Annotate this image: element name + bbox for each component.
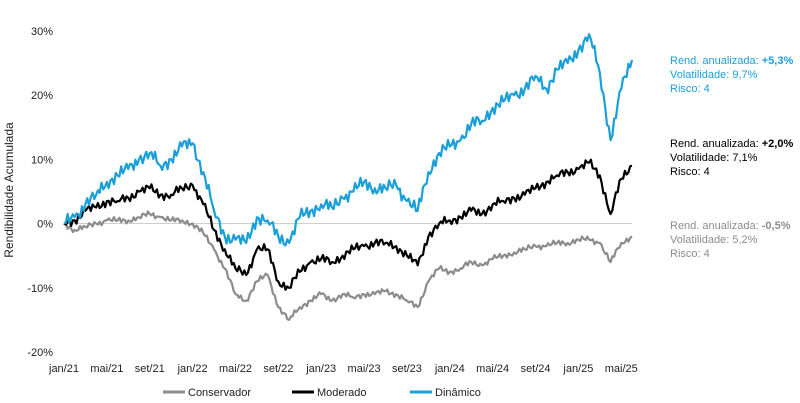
y-tick-label: -10%: [27, 283, 53, 295]
x-tick-label: jan/22: [177, 363, 208, 375]
x-tick-label: jan/23: [305, 363, 336, 375]
legend: Conservador Moderado Dinâmico: [163, 387, 481, 399]
y-tick-label: 0%: [37, 219, 53, 231]
y-tick-label: 30%: [31, 26, 53, 38]
annotation-volatility: Volatilidade: 9,7%: [670, 69, 758, 81]
annotation-volatility: Volatilidade: 5,2%: [670, 234, 758, 246]
annotation-return: Rend. anualizada: +5,3%: [670, 55, 793, 67]
y-tick-label: 20%: [31, 90, 53, 102]
series-line-dinmico: [63, 33, 634, 247]
x-tick-label: jan/25: [562, 363, 593, 375]
x-tick-label: mai/25: [605, 363, 638, 375]
series-line-conservador: [63, 210, 633, 321]
series-line-moderado: [63, 158, 633, 291]
x-tick-label: mai/22: [219, 363, 252, 375]
x-tick-label: set/22: [263, 363, 293, 375]
series-lines: [63, 33, 634, 321]
legend-label: Dinâmico: [435, 387, 481, 399]
legend-label: Moderado: [317, 387, 367, 399]
x-tick-label: set/21: [135, 363, 165, 375]
annotation-return: Rend. anualizada: -0,5%: [670, 220, 791, 232]
annotation-risk: Risco: 4: [670, 166, 710, 178]
y-tick-label: 10%: [31, 154, 53, 166]
x-tick-label: mai/24: [476, 363, 509, 375]
annotation-volatility: Volatilidade: 7,1%: [670, 152, 758, 164]
x-tick-label: jan/21: [48, 363, 79, 375]
annotation-risk: Risco: 4: [670, 248, 710, 260]
legend-label: Conservador: [188, 387, 251, 399]
x-tick-label: set/24: [521, 363, 551, 375]
series-annotations: Rend. anualizada: +5,3% Volatilidade: 9,7…: [670, 55, 793, 260]
y-axis-label: Rendibilidade Acumulada: [2, 122, 16, 258]
annotation-return: Rend. anualizada: +2,0%: [670, 138, 793, 150]
y-tick-label: -20%: [27, 347, 53, 359]
x-tick-labels: jan/21 mai/21 set/21 jan/22 mai/22 set/22 jan/…: [48, 363, 638, 375]
y-tick-labels: -20% -10% 0% 10% 20% 30%: [27, 26, 53, 359]
x-tick-label: set/23: [392, 363, 422, 375]
x-tick-label: jan/24: [434, 363, 465, 375]
annotation-risk: Risco: 4: [670, 83, 710, 95]
x-tick-label: mai/23: [348, 363, 381, 375]
x-tick-label: mai/21: [90, 363, 123, 375]
